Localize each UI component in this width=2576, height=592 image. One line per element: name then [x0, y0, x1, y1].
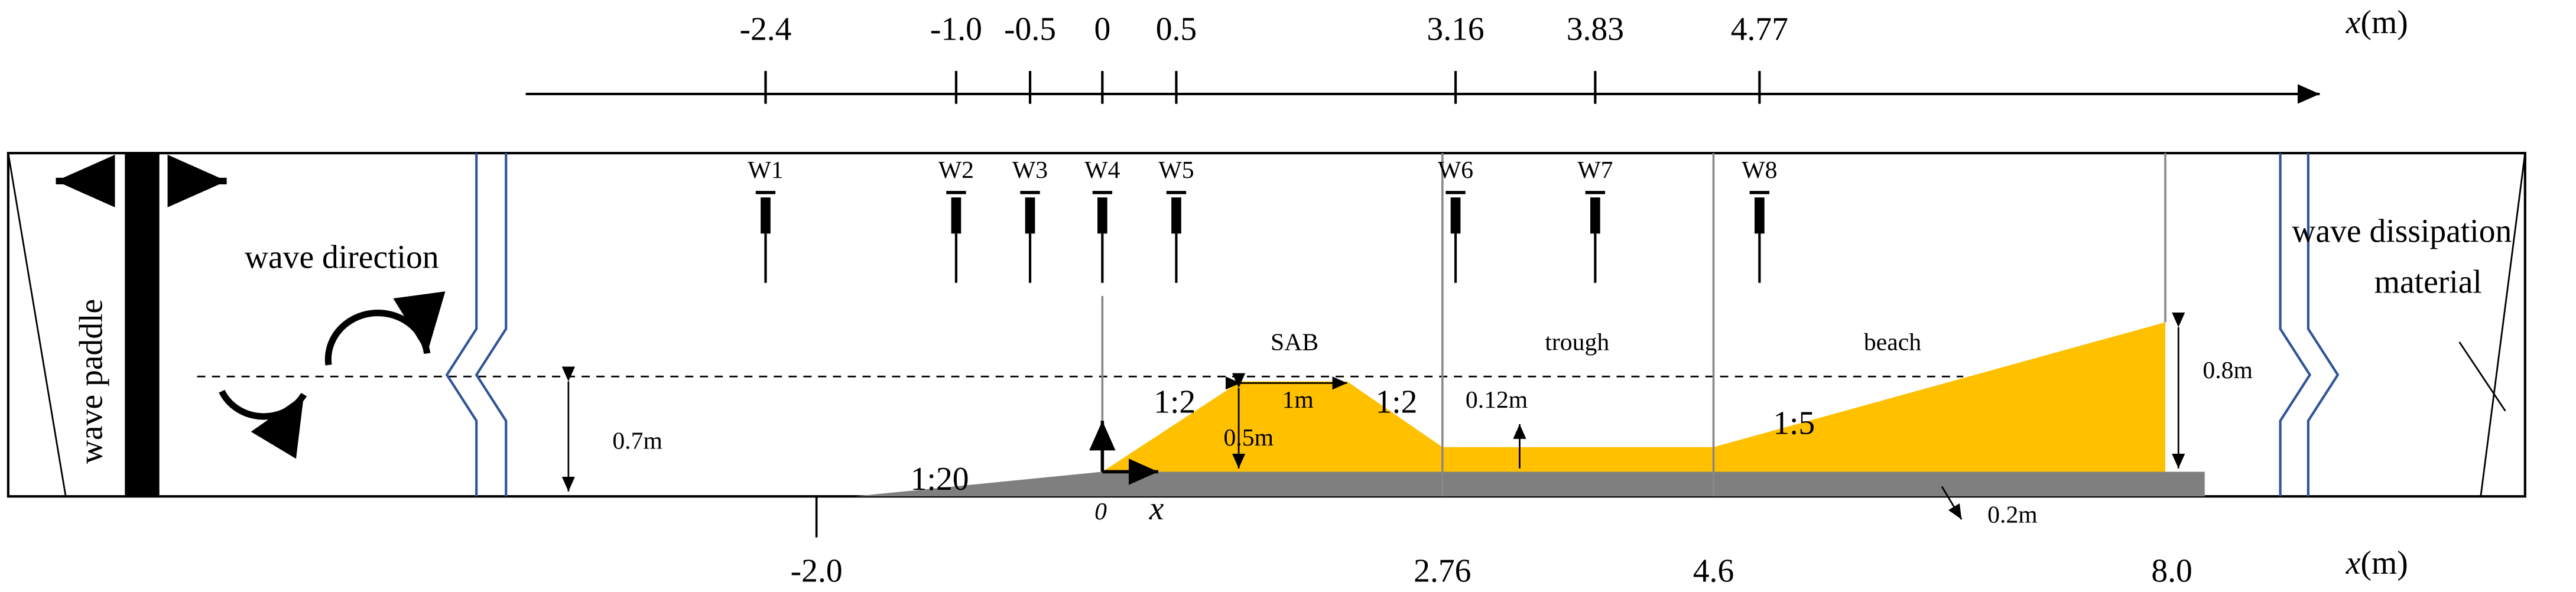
gauge-body: [1590, 197, 1600, 234]
bottom-tick-label: 4.6: [1693, 553, 1734, 590]
bed-arrow: [1941, 486, 1963, 520]
crest-label: 1m: [1282, 386, 1314, 414]
bottom-tick-label: 8.0: [2151, 553, 2192, 590]
direction-arrow: [324, 291, 446, 366]
origin-x-label: x: [1149, 490, 1164, 527]
top-tick-label: 0.5: [1156, 11, 1197, 47]
dissipation-wedge: [2480, 152, 2526, 497]
gauge-body: [1025, 197, 1035, 234]
gauge-body: [1097, 197, 1107, 234]
beach-label: beach: [1864, 329, 1921, 356]
origin-label: 0: [1094, 498, 1107, 525]
top-tick-label: 4.77: [1731, 11, 1788, 47]
slope-label: 1:2: [1154, 383, 1196, 420]
top-tick-label: 3.16: [1427, 11, 1484, 47]
depth-label: 0.7m: [612, 428, 662, 455]
paddle-wedge: [7, 152, 67, 497]
gauge-label: W7: [1577, 157, 1613, 184]
bed-thickness-label: 0.2m: [1987, 502, 2038, 529]
beach-slope-label: 1:5: [1773, 405, 1815, 442]
gauge-label: W4: [1084, 157, 1120, 184]
top-tick-label: -0.5: [1004, 11, 1056, 47]
gauge-label: W1: [748, 157, 783, 184]
bed: [854, 471, 2205, 497]
beach-height-label: 0.8m: [2203, 357, 2253, 384]
bottom-tick-label: 2.76: [1414, 553, 1471, 590]
trough-label: trough: [1545, 329, 1609, 356]
wave-paddle: [125, 153, 160, 497]
gauge-body: [761, 197, 771, 234]
gauge-label: W8: [1742, 157, 1777, 184]
top-tick-label: -1.0: [930, 11, 982, 47]
bed-slope-label: 1:20: [911, 461, 969, 497]
gauge-body: [1171, 197, 1181, 234]
gauge-label: W5: [1158, 157, 1194, 184]
dissipation-label: material: [2374, 264, 2482, 300]
gauge-label: W2: [938, 157, 974, 184]
top-tick-label: -2.4: [739, 11, 791, 47]
top-tick-label: 0: [1094, 11, 1110, 47]
top-tick-label: 3.83: [1567, 11, 1624, 47]
dissipation-pointer: [2458, 341, 2506, 412]
direction-label: wave direction: [245, 239, 439, 276]
slope-label: 1:2: [1375, 383, 1417, 420]
dissipation-label: wave dissipation: [2292, 213, 2512, 249]
bottom-tick-label: -2.0: [791, 553, 843, 590]
bottom-axis-unit: x(m): [2346, 545, 2408, 581]
gauge-label: W3: [1012, 157, 1048, 184]
direction-arrow: [219, 389, 307, 459]
bathymetry: [1102, 322, 2166, 472]
top-axis-unit: x(m): [2346, 4, 2408, 41]
paddle-label: wave paddle: [73, 299, 109, 464]
walls: [445, 153, 2340, 497]
sab-label: SAB: [1271, 329, 1318, 356]
gauge-body: [1450, 197, 1461, 234]
gauge-body: [1755, 197, 1765, 234]
trough-depth-label: 0.12m: [1466, 386, 1528, 414]
gauge-body: [951, 197, 961, 234]
gauge-label: W6: [1438, 157, 1473, 184]
sab-height-label: 0.5m: [1224, 424, 1274, 451]
